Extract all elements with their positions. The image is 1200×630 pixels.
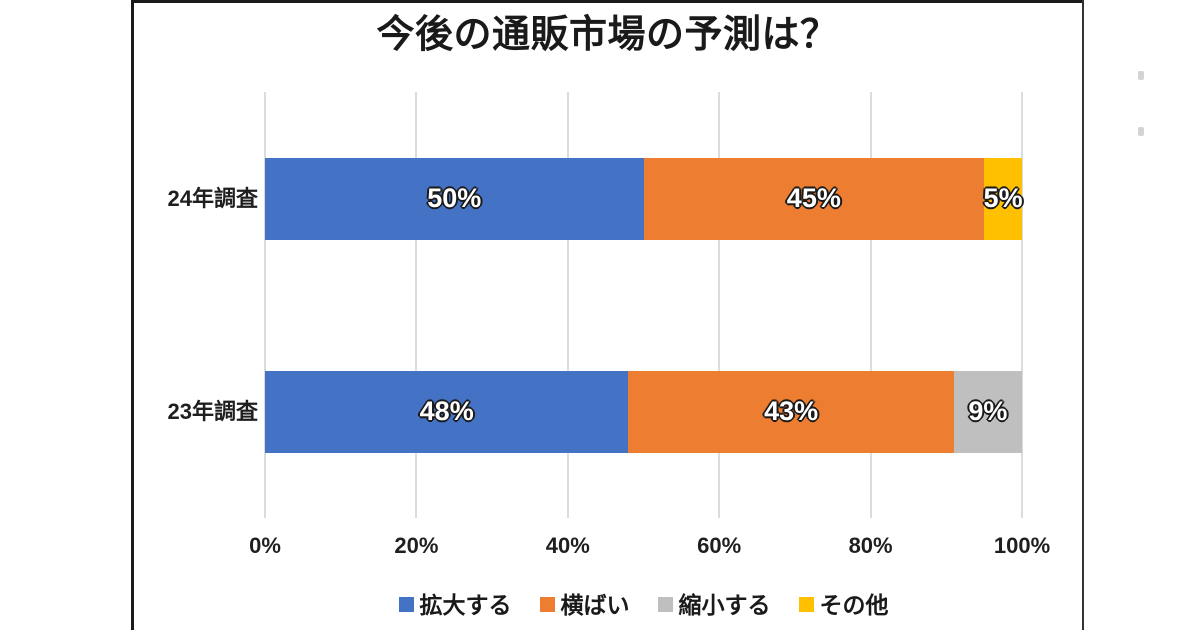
legend-swatch: [657, 596, 673, 612]
legend-item: 縮小する: [657, 586, 771, 620]
bar-value-label: 5%: [983, 183, 1023, 213]
category-label: 24年調査: [167, 185, 258, 211]
bar-value-label: 48%: [419, 396, 474, 426]
bar-row: 50% 45% 5%: [265, 157, 1023, 240]
legend-item: 横ばい: [539, 586, 630, 620]
bar-value-label: 43%: [764, 396, 819, 426]
gridline: [1021, 92, 1023, 518]
gridline: [415, 92, 418, 518]
gridline: [264, 92, 266, 518]
bar-value-label: 45%: [786, 183, 841, 213]
gridline: [566, 92, 569, 518]
x-tick-label: 40%: [545, 533, 590, 558]
chart-frame-top-border: [131, 0, 1084, 3]
chart-legend: 拡大する 横ばい 縮小する その他: [265, 586, 1022, 620]
legend-label: 拡大する: [419, 592, 512, 618]
legend-label: その他: [819, 592, 889, 618]
bar-row: 48% 43% 9%: [265, 370, 1022, 453]
gridline: [718, 92, 721, 518]
bar-segment: 48%: [265, 370, 629, 453]
bar-value-label: 50%: [427, 183, 482, 213]
legend-swatch: [798, 596, 814, 612]
artifact-speck: [1138, 127, 1144, 136]
artifact-speck: [1138, 71, 1144, 80]
legend-swatch: [398, 596, 414, 612]
x-tick-label: 0%: [249, 533, 281, 558]
x-tick-label: 20%: [394, 533, 439, 558]
bar-value-label: 9%: [968, 396, 1008, 426]
x-tick-label: 80%: [848, 533, 893, 558]
bar-segment: 5%: [983, 157, 1023, 240]
bar-segment: 50%: [265, 157, 644, 240]
chart-frame-left-border: [131, 0, 134, 630]
bar-segment: 9%: [953, 370, 1022, 453]
legend-label: 横ばい: [560, 592, 630, 618]
bar-segment: 45%: [643, 157, 985, 240]
chart-frame-right-border: [1082, 0, 1084, 630]
legend-swatch: [539, 596, 555, 612]
plot-area: 50% 45% 5% 48% 43% 9%: [264, 92, 1023, 518]
legend-item: 拡大する: [398, 586, 512, 620]
x-tick-label: 60%: [697, 533, 742, 558]
chart-title: 今後の通販市場の予測は？: [376, 14, 839, 56]
legend-label: 縮小する: [678, 592, 771, 618]
gridline: [869, 92, 872, 518]
category-label: 23年調査: [167, 398, 258, 424]
legend-item: その他: [798, 586, 889, 620]
x-tick-label: 100%: [993, 533, 1051, 558]
bar-segment: 43%: [628, 370, 954, 453]
